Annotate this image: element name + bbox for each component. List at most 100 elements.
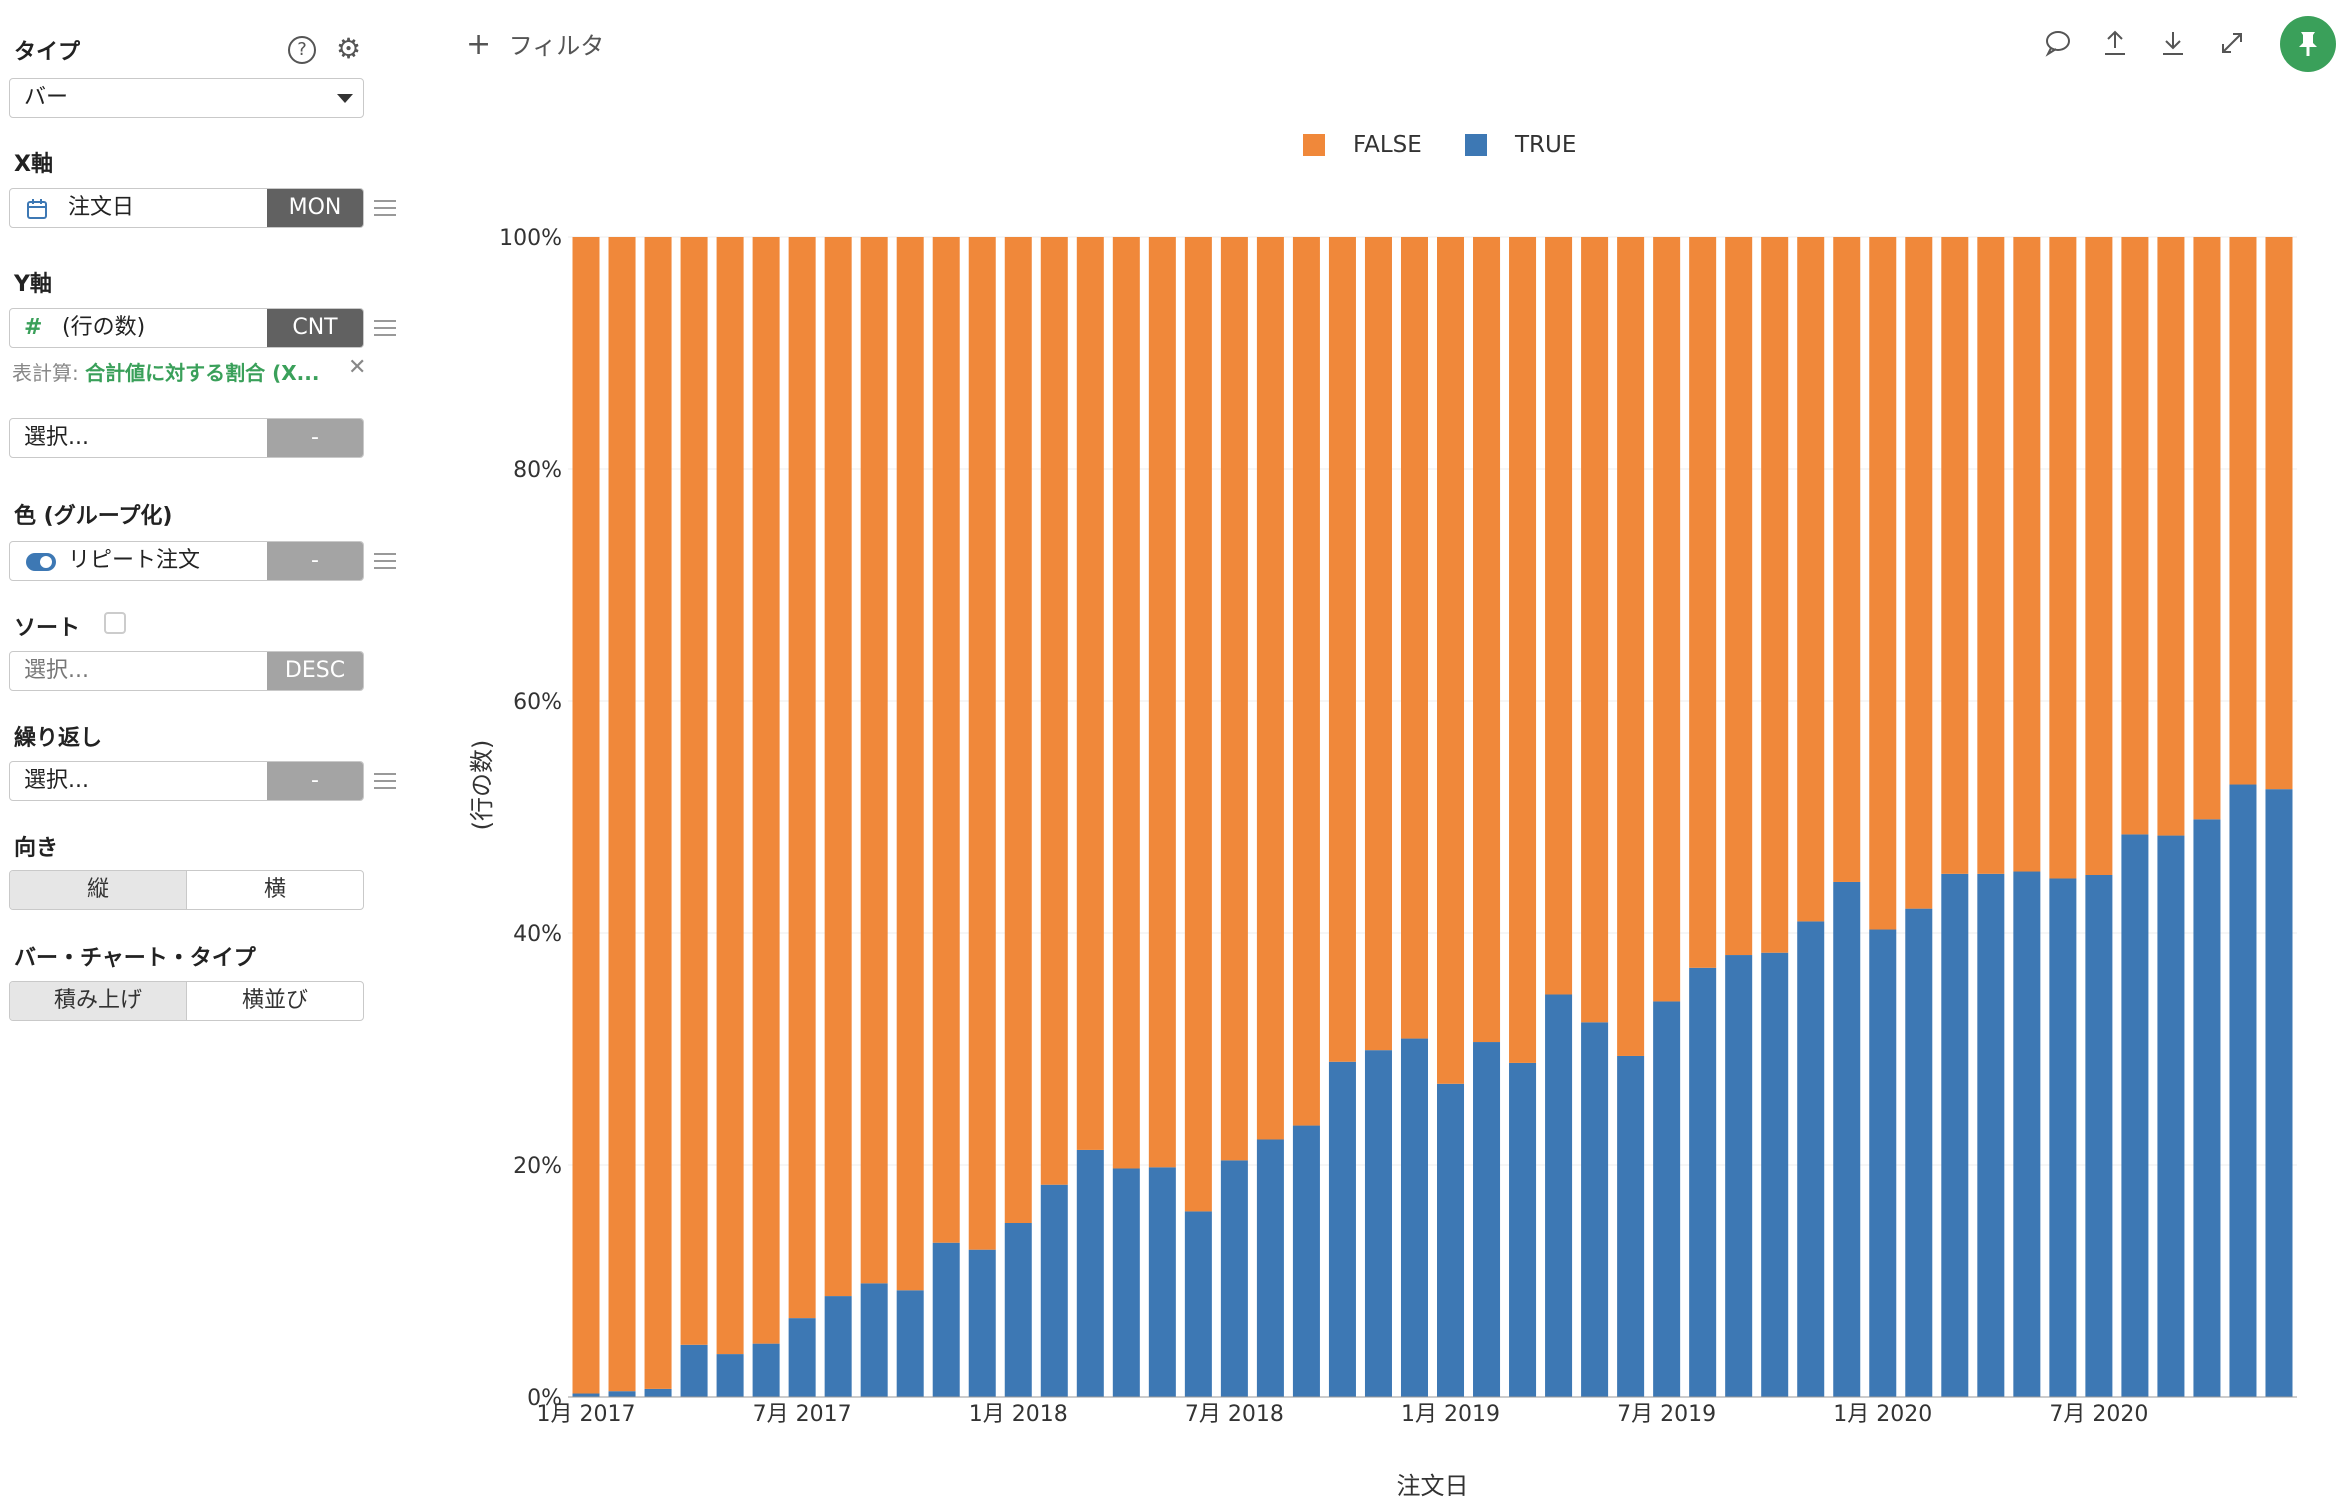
y-axis-field[interactable]: # (行の数) CNT — [9, 308, 364, 348]
repeat-section-label: 繰り返し — [14, 726, 103, 751]
x-tick-label: 7月 2020 — [2049, 1402, 2148, 1427]
bar-true — [1545, 994, 1573, 1397]
orientation-horizontal-button[interactable]: 横 — [263, 877, 286, 902]
bar-false — [1725, 237, 1753, 956]
orientation-section-label: 向き — [14, 836, 59, 861]
bar-true — [572, 1393, 600, 1397]
bar-true — [1977, 873, 2005, 1397]
type-section-label: タイプ — [14, 40, 81, 65]
bar-true — [824, 1296, 852, 1397]
expand-icon[interactable] — [2217, 28, 2247, 58]
bar-false — [2229, 237, 2257, 785]
sort-checkbox[interactable] — [104, 612, 126, 634]
plus-icon: + — [466, 27, 492, 62]
legend-label-false[interactable]: FALSE — [1353, 132, 1422, 158]
bar-false — [1941, 237, 1969, 874]
bar-type-toggle: 積み上げ 横並び — [9, 981, 364, 1021]
x-axis-aggregation-button[interactable]: MON — [267, 189, 363, 227]
bar-false — [1184, 237, 1212, 1212]
bar-false — [1473, 237, 1501, 1043]
bar-true — [1437, 1083, 1465, 1397]
x-tick-label: 1月 2017 — [537, 1402, 636, 1427]
bar-true — [1400, 1038, 1428, 1397]
bar-true — [1364, 1050, 1392, 1397]
bar-false — [1617, 237, 1645, 1056]
bar-false — [1545, 237, 1573, 995]
x-axis-menu-icon[interactable] — [374, 200, 396, 216]
bar-true — [608, 1391, 636, 1397]
y-tick-label: 60% — [513, 690, 562, 715]
bar-true — [1256, 1139, 1284, 1397]
bar-false — [1905, 237, 1933, 909]
bar-true — [896, 1290, 924, 1397]
bar-type-stacked-button[interactable]: 積み上げ — [10, 982, 187, 1020]
x-axis-section-label: X軸 — [14, 152, 53, 177]
bar-false — [1328, 237, 1356, 1062]
repeat-select[interactable]: 選択... - — [9, 761, 364, 801]
bar-true — [1292, 1125, 1320, 1397]
filter-button[interactable]: + フィルタ — [466, 26, 604, 62]
y-axis-menu-icon[interactable] — [374, 320, 396, 336]
extra-select-button[interactable]: - — [267, 419, 363, 457]
color-field[interactable]: リピート注文 - — [9, 541, 364, 581]
sort-select-placeholder: 選択... — [24, 658, 89, 683]
bar-true — [1797, 921, 1825, 1397]
repeat-select-button[interactable]: - — [267, 762, 363, 800]
bar-true — [1941, 873, 1969, 1397]
bar-true — [860, 1283, 888, 1397]
bar-false — [1400, 237, 1428, 1039]
toggle-icon — [26, 553, 56, 571]
hash-icon: # — [24, 315, 43, 340]
close-icon[interactable]: ✕ — [348, 355, 367, 380]
y-axis-title: (行の数) — [468, 740, 496, 831]
help-icon[interactable]: ? — [288, 36, 316, 64]
bar-true — [1112, 1168, 1140, 1397]
x-tick-label: 7月 2018 — [1185, 1402, 1284, 1427]
color-field-label: リピート注文 — [68, 548, 201, 573]
bar-true — [1328, 1061, 1356, 1397]
bar-true — [2193, 819, 2221, 1397]
pin-icon[interactable] — [2280, 16, 2336, 72]
x-tick-label: 7月 2019 — [1617, 1402, 1716, 1427]
bar-true — [1220, 1160, 1248, 1397]
bar-false — [608, 237, 636, 1392]
bar-true — [1076, 1149, 1104, 1397]
x-axis-field-label: 注文日 — [68, 195, 135, 220]
repeat-select-placeholder: 選択... — [24, 768, 89, 793]
sort-order-button[interactable]: DESC — [267, 652, 363, 690]
bar-false — [1112, 237, 1140, 1169]
sort-select[interactable]: 選択... DESC — [9, 651, 364, 691]
bar-false — [788, 237, 816, 1319]
color-menu-icon[interactable] — [374, 553, 396, 569]
legend-label-true[interactable]: TRUE — [1515, 132, 1577, 158]
x-axis-field[interactable]: 注文日 MON — [9, 188, 364, 228]
bar-type-side-button[interactable]: 横並び — [241, 988, 308, 1013]
bar-false — [716, 237, 744, 1355]
y-axis-aggregation-button[interactable]: CNT — [267, 309, 363, 347]
chart-type-select[interactable]: バー — [9, 78, 364, 118]
comment-icon[interactable] — [2043, 28, 2073, 58]
bar-false — [752, 237, 780, 1344]
orientation-vertical-button[interactable]: 縦 — [10, 871, 187, 909]
bar-true — [2049, 878, 2077, 1397]
bar-true — [1004, 1223, 1032, 1397]
bar-false — [2121, 237, 2149, 835]
bar-false — [1977, 237, 2005, 874]
bar-true — [2157, 835, 2185, 1397]
gear-icon[interactable]: ⚙ — [336, 32, 362, 65]
bar-true — [1725, 955, 1753, 1397]
bar-false — [2265, 237, 2293, 790]
legend-swatch-false — [1303, 134, 1325, 156]
download-icon[interactable] — [2158, 28, 2188, 58]
repeat-menu-icon[interactable] — [374, 773, 396, 789]
bar-true — [680, 1344, 708, 1397]
extra-select[interactable]: 選択... - — [9, 418, 364, 458]
chevron-down-icon — [337, 94, 353, 103]
table-calculation[interactable]: 表計算: 合計値に対する割合 (X... — [12, 357, 319, 386]
bar-false — [932, 237, 960, 1243]
bar-false — [1004, 237, 1032, 1223]
bar-true — [2085, 875, 2113, 1397]
color-field-button[interactable]: - — [267, 542, 363, 580]
upload-icon[interactable] — [2100, 28, 2130, 58]
